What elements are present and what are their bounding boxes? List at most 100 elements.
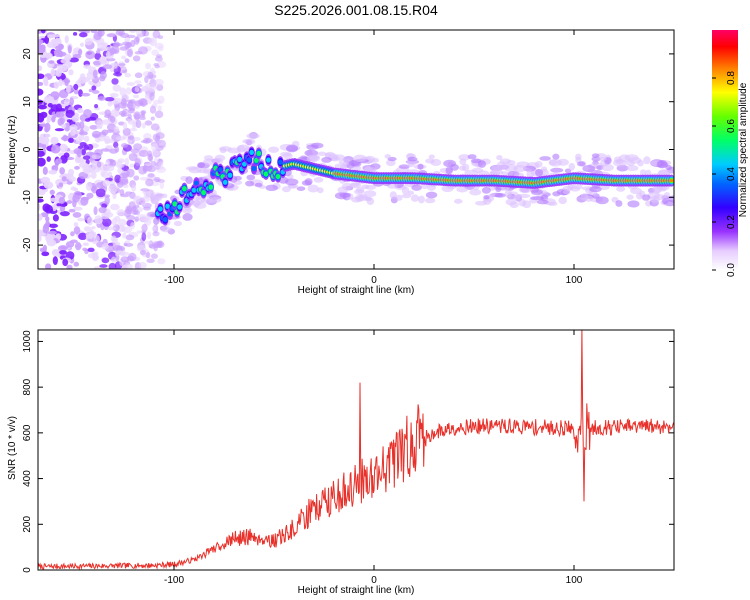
haze-blob	[411, 184, 422, 191]
noise-blob	[78, 32, 88, 38]
noise-blob	[47, 230, 57, 235]
haze-blob	[562, 185, 574, 191]
noise-blob	[73, 206, 83, 211]
noise-blob	[118, 63, 126, 67]
haze-blob	[182, 213, 193, 221]
noise-blob	[73, 88, 79, 95]
noise-blob	[38, 150, 45, 157]
ridge-inner	[191, 187, 197, 193]
noise-blob	[122, 127, 131, 136]
haze-blob	[246, 133, 260, 139]
noise-blob	[144, 120, 153, 126]
noise-blob	[151, 226, 156, 232]
haze-blob	[193, 199, 200, 208]
haze-blob	[304, 178, 313, 186]
haze-blob	[584, 195, 593, 202]
noise-blob	[73, 261, 80, 267]
haze-blob	[355, 187, 365, 193]
noise-blob	[148, 243, 157, 249]
noise-blob	[154, 78, 164, 86]
noise-blob	[157, 95, 165, 104]
noise-blob	[145, 252, 151, 259]
haze-blob	[456, 186, 468, 193]
noise-blob	[77, 157, 86, 163]
noise-blob	[38, 229, 44, 237]
haze-blob	[643, 156, 651, 165]
noise-blob	[94, 266, 101, 269]
noise-blob	[98, 206, 107, 214]
snr-ytick-label: 800	[22, 378, 33, 395]
haze-blob	[599, 156, 607, 162]
noise-blob	[89, 124, 98, 130]
noise-blob	[126, 41, 132, 48]
noise-blob	[74, 242, 82, 251]
haze-blob	[615, 159, 624, 165]
noise-blob	[104, 96, 115, 102]
noise-blob	[44, 122, 51, 132]
noise-blob	[121, 98, 127, 107]
noise-blob	[141, 86, 149, 92]
noise-blob	[104, 196, 110, 205]
noise-blob	[73, 83, 79, 91]
spectrogram-xlabel: Height of straight line (km)	[298, 285, 415, 296]
haze-blob	[453, 198, 463, 204]
noise-blob	[115, 252, 120, 257]
haze-blob	[219, 147, 227, 154]
ridge-inner	[218, 167, 223, 173]
noise-blob	[133, 175, 140, 181]
ridge-inner	[275, 173, 281, 180]
noise-blob	[85, 232, 94, 239]
noise-blob	[56, 203, 62, 207]
noise-blob	[141, 122, 146, 129]
noise-blob	[150, 253, 158, 259]
snr-ytick-label: 0	[22, 567, 33, 573]
noise-blob	[83, 64, 92, 69]
noise-blob	[78, 232, 88, 241]
noise-blob	[118, 228, 125, 233]
haze-blob	[536, 199, 549, 205]
noise-blob	[110, 203, 120, 211]
noise-blob	[101, 119, 112, 125]
noise-blob	[44, 133, 51, 138]
noise-blob	[140, 140, 149, 144]
noise-blob	[87, 216, 93, 226]
ridge-inner	[254, 157, 259, 163]
noise-blob	[106, 33, 116, 38]
noise-blob	[68, 176, 77, 182]
haze-blob	[653, 194, 667, 200]
noise-blob	[125, 191, 132, 195]
noise-blob	[69, 124, 78, 132]
noise-blob	[72, 212, 82, 218]
ridge-inner	[162, 217, 168, 223]
noise-blob	[134, 80, 142, 84]
noise-blob	[143, 240, 152, 245]
haze-blob	[441, 184, 454, 193]
noise-blob	[127, 99, 133, 103]
noise-blob	[107, 101, 113, 107]
noise-blob	[79, 42, 84, 47]
noise-blob	[99, 264, 108, 268]
noise-blob	[70, 231, 75, 237]
noise-blob	[128, 107, 136, 112]
noise-blob	[77, 48, 83, 56]
noise-blob	[59, 210, 70, 217]
noise-blob	[51, 40, 57, 48]
noise-blob	[81, 148, 87, 156]
noise-blob	[123, 263, 133, 269]
haze-blob	[582, 164, 596, 173]
ridge-inner	[222, 179, 228, 185]
noise-blob	[124, 240, 131, 244]
noise-blob	[108, 262, 117, 269]
noise-blob	[38, 235, 42, 242]
noise-blob	[137, 207, 143, 213]
noise-blob	[94, 52, 102, 60]
haze-blob	[467, 154, 477, 160]
colorbar-tick-label: 0.8	[726, 71, 737, 85]
noise-blob	[105, 50, 111, 59]
noise-blob	[145, 163, 152, 167]
noise-blob	[135, 119, 142, 129]
haze-blob	[306, 155, 320, 162]
haze-blob	[513, 194, 521, 201]
noise-blob	[99, 56, 107, 65]
noise-blob	[149, 105, 157, 114]
